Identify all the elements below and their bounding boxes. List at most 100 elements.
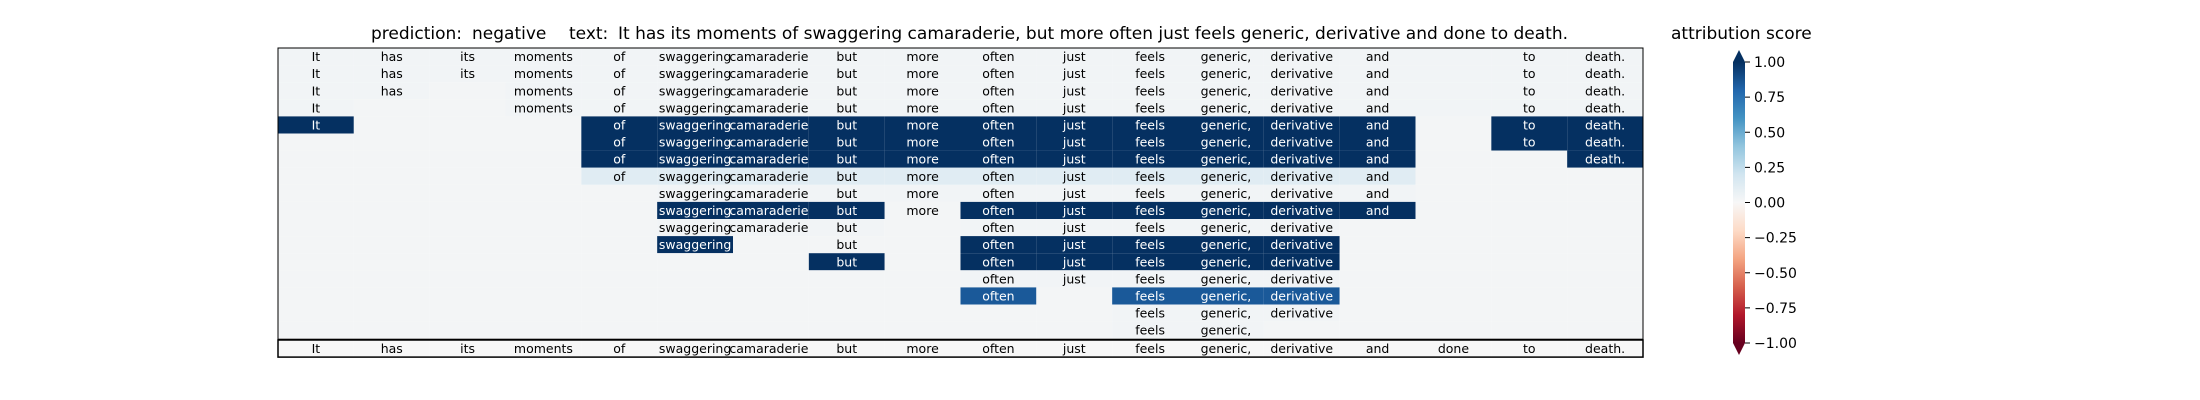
heatmap-cell [960, 253, 1037, 271]
bottom-row-cell [960, 340, 1037, 358]
cell-token-label: but [836, 220, 857, 235]
cell-token-label: generic, [1201, 152, 1252, 167]
cell-token-label: more [906, 100, 939, 115]
heatmap-cell [1339, 253, 1416, 271]
heatmap-cell [960, 48, 1037, 66]
heatmap-cell [1415, 48, 1492, 66]
heatmap-cell [1112, 167, 1188, 185]
cell-token-label: derivative [1270, 220, 1333, 235]
heatmap-cell [1112, 116, 1188, 134]
bottom-token-label: and [1366, 341, 1390, 356]
heatmap-cell [960, 304, 1037, 322]
heatmap-cell [884, 65, 961, 83]
heatmap-cell [1188, 82, 1264, 100]
heatmap-cell [1415, 99, 1492, 117]
heatmap-cell [884, 219, 961, 237]
heatmap-cell [1339, 99, 1416, 117]
heatmap-cell [1036, 321, 1113, 339]
cell-token-label: to [1523, 49, 1536, 64]
cell-token-label: camaraderie, [729, 49, 812, 64]
heatmap-cell [1036, 287, 1113, 305]
heatmap-cell [1112, 287, 1188, 305]
cell-token-label: and [1366, 100, 1390, 115]
heatmap-cell [1112, 133, 1188, 151]
heatmap-cell [1491, 270, 1568, 288]
heatmap-cell [278, 48, 354, 66]
heatmap-cell [353, 167, 430, 185]
heatmap-cell [353, 184, 430, 202]
bottom-token-label: to [1523, 341, 1536, 356]
heatmap-cell [884, 116, 961, 134]
bottom-row-cell [1339, 340, 1416, 358]
heatmap-cell [429, 167, 506, 185]
heatmap-cell [733, 184, 809, 202]
bottom-row-cell [657, 340, 733, 358]
heatmap-cell [429, 287, 506, 305]
heatmap-cell [353, 99, 430, 117]
heatmap-cell [278, 287, 354, 305]
heatmap-cell [808, 236, 885, 254]
heatmap-cell [278, 65, 354, 83]
cell-token-label: swaggering [659, 117, 731, 132]
heatmap-cell [429, 201, 506, 219]
cell-token-label: camaraderie, [729, 117, 812, 132]
heatmap-cell [884, 304, 961, 322]
heatmap-cell [657, 270, 733, 288]
heatmap-cell [808, 321, 885, 339]
heatmap-cell [581, 219, 658, 237]
cell-token-label: death. [1585, 100, 1625, 115]
heatmap-cell [1567, 116, 1643, 134]
heatmap-cell [505, 201, 582, 219]
heatmap-cell [733, 99, 809, 117]
cell-token-label: death. [1585, 49, 1625, 64]
cell-token-label: and [1366, 135, 1390, 150]
heatmap-cell [1263, 116, 1340, 134]
cell-token-label: generic, [1201, 271, 1252, 286]
heatmap-cell [429, 253, 506, 271]
heatmap-cell [657, 48, 733, 66]
cell-token-label: death. [1585, 135, 1625, 150]
heatmap-cell [429, 150, 506, 168]
heatmap-cell [353, 304, 430, 322]
heatmap-cell [960, 167, 1037, 185]
cell-token-label: feels [1135, 49, 1165, 64]
heatmap-cell [1036, 219, 1113, 237]
cell-token-label: often [982, 83, 1014, 98]
heatmap-cell [1263, 219, 1340, 237]
heatmap-cell [1339, 133, 1416, 151]
heatmap-cell [581, 321, 658, 339]
cell-token-label: derivative [1270, 169, 1333, 184]
heatmap-cell [1263, 184, 1340, 202]
heatmap-cell [278, 236, 354, 254]
heatmap-cell [278, 150, 354, 168]
cell-token-label: of [613, 117, 626, 132]
cell-token-label: and [1366, 203, 1390, 218]
cell-token-label: moments [514, 66, 573, 81]
cell-token-label: often [982, 271, 1014, 286]
heatmap-cell [1112, 270, 1188, 288]
heatmap-cell [960, 184, 1037, 202]
heatmap-cell [657, 184, 733, 202]
heatmap-cell [429, 65, 506, 83]
heatmap-cell [1339, 287, 1416, 305]
heatmap-cell [1263, 133, 1340, 151]
heatmap-cell [429, 133, 506, 151]
heatmap-cell [884, 201, 961, 219]
heatmap-cell [1263, 150, 1340, 168]
bottom-token-label: camaraderie, [729, 341, 812, 356]
cell-token-label: feels [1135, 237, 1165, 252]
cell-token-label: It [312, 100, 321, 115]
cell-token-label: and [1366, 152, 1390, 167]
colorbar [1733, 50, 1745, 355]
cell-token-label: and [1366, 117, 1390, 132]
bottom-row-cell [353, 340, 430, 358]
cell-token-label: feels [1135, 254, 1165, 269]
cell-token-label: just [1062, 203, 1086, 218]
cell-token-label: generic, [1201, 288, 1252, 303]
heatmap-cell [808, 82, 885, 100]
heatmap-cell [1188, 167, 1264, 185]
heatmap-cell [278, 184, 354, 202]
heatmap-cell [1415, 270, 1492, 288]
bottom-row-cell [1415, 340, 1492, 358]
cell-token-label: derivative [1270, 152, 1333, 167]
